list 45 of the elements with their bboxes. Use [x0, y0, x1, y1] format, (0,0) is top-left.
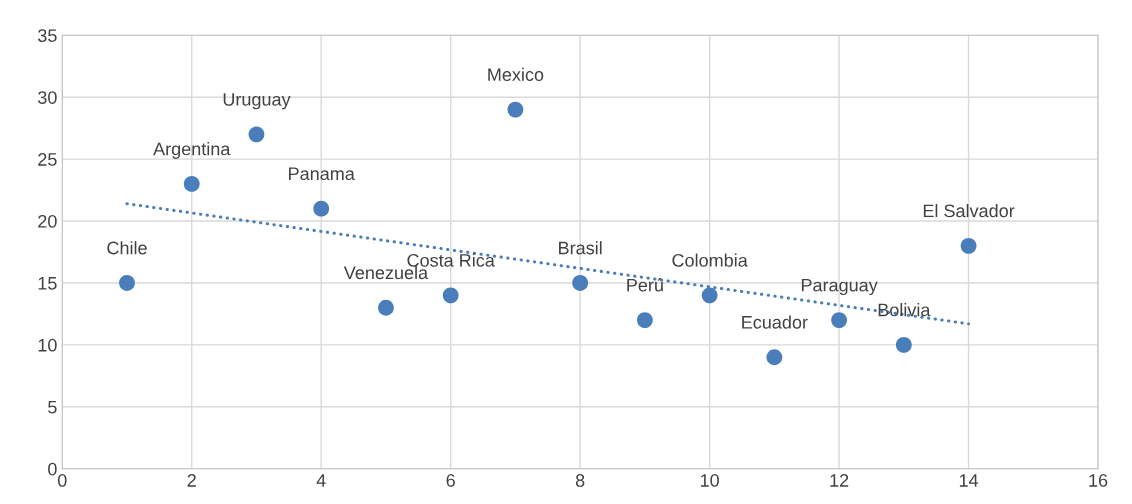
annotation: Panama: [289, 167, 355, 181]
annotation: Chile: [107, 241, 147, 255]
annotation: Paraguay: [801, 278, 878, 296]
point: [119, 275, 135, 291]
y-tick-label: 10: [38, 338, 57, 352]
x-tick-label: 8: [575, 474, 585, 487]
x-tick-label: 0: [57, 474, 67, 487]
point: [701, 287, 718, 304]
annotation: Ecuador: [742, 315, 808, 329]
point: [960, 237, 977, 254]
point: [572, 275, 589, 291]
point: [831, 312, 848, 329]
annotation: Venezuela: [343, 265, 429, 280]
x-tick-label: 4: [316, 474, 326, 487]
x-tick-label: 6: [446, 474, 455, 487]
x-tick-label: 10: [700, 474, 719, 487]
point: [507, 101, 524, 118]
annotation: El Salvador: [923, 203, 1015, 218]
x-tick-label: 12: [830, 474, 849, 487]
point: [766, 349, 783, 366]
y-tick-label: 30: [38, 91, 57, 104]
y-tick-label: 0: [48, 462, 57, 476]
x-tick-label: 16: [1089, 474, 1108, 487]
y-tick-label: 35: [38, 29, 57, 42]
annotation: Argentina: [153, 142, 231, 159]
annotation: Brasil: [559, 241, 602, 255]
x-tick-label: 14: [959, 474, 979, 487]
y-tick-label: 5: [48, 400, 57, 414]
y-tick-label: 20: [38, 214, 57, 228]
y-tick-label: 15: [38, 277, 57, 290]
annotation: Uruguay: [223, 93, 291, 110]
x-tick-label: 2: [187, 474, 196, 487]
point: [895, 336, 912, 353]
annotation: Colombia: [672, 253, 748, 267]
annotation: Perú: [627, 278, 663, 292]
point: [442, 287, 459, 304]
point: [183, 175, 200, 192]
annotation: Bolivia: [878, 303, 931, 317]
point: [248, 126, 265, 143]
point: [313, 200, 330, 217]
annotation: Costa Rica: [407, 253, 495, 267]
point: [636, 312, 653, 329]
annotation: Mexico: [488, 67, 544, 82]
point: [378, 299, 394, 316]
y-tick-label: 25: [38, 153, 57, 166]
